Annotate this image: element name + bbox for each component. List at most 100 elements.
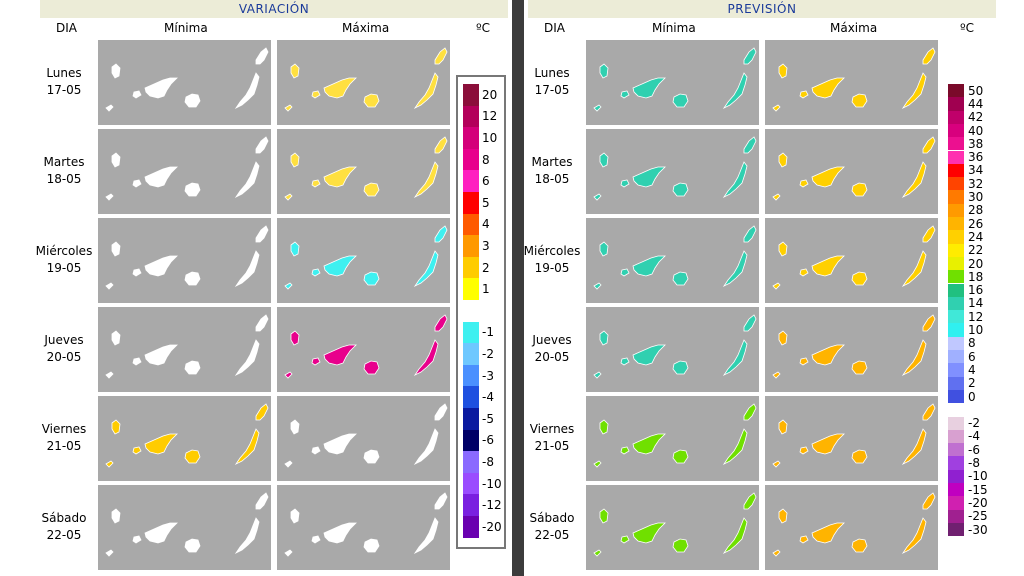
- map-maxima: [765, 129, 938, 214]
- legend-swatch: [948, 217, 964, 231]
- island-gran-canaria: [363, 538, 380, 553]
- island-la-gomera: [311, 179, 321, 188]
- day-name: Viernes: [529, 422, 575, 436]
- island-la-palma: [290, 330, 300, 346]
- day-name: Miércoles: [523, 244, 581, 258]
- map-maxima: [277, 485, 450, 570]
- islands-map: [284, 136, 448, 201]
- island-fuerteventura: [901, 250, 927, 288]
- island-tenerife: [632, 166, 666, 188]
- day-date: 17-05: [534, 83, 570, 97]
- legend-label: 10: [482, 131, 498, 145]
- legend-label: 40: [968, 123, 984, 138]
- day-date: 22-05: [46, 528, 82, 542]
- island-tenerife: [811, 77, 845, 99]
- island-tenerife: [144, 255, 178, 277]
- map-maxima: [277, 40, 450, 125]
- island-lanzarote: [922, 47, 936, 65]
- island-el-hierro: [593, 549, 602, 557]
- legend-swatch: [463, 321, 479, 344]
- legend-swatch: [463, 105, 479, 128]
- header-unit: ºC: [960, 21, 975, 35]
- day-name: Miércoles: [35, 244, 93, 258]
- island-la-gomera: [799, 446, 809, 455]
- island-la-gomera: [799, 179, 809, 188]
- island-lanzarote: [743, 136, 757, 154]
- legend-label: 10: [968, 323, 984, 338]
- legend-swatch: [948, 310, 964, 324]
- island-fuerteventura: [413, 72, 439, 110]
- legend-swatch: [948, 323, 964, 337]
- legend-label: 6: [968, 349, 976, 364]
- legend-swatch: [463, 127, 479, 149]
- islands-map: [105, 492, 269, 557]
- island-lanzarote: [434, 136, 448, 154]
- island-lanzarote: [922, 136, 936, 154]
- islands-map: [105, 403, 269, 468]
- island-el-hierro: [105, 549, 114, 557]
- island-el-hierro: [284, 104, 293, 112]
- islands-map: [284, 314, 448, 379]
- legend-label: 30: [968, 190, 984, 205]
- island-la-gomera: [620, 90, 630, 99]
- island-el-hierro: [105, 193, 114, 201]
- island-lanzarote: [922, 225, 936, 243]
- legend-label: 2: [482, 260, 490, 275]
- day-date: 17-05: [46, 83, 82, 97]
- map-maxima: [277, 218, 450, 303]
- island-la-gomera: [311, 90, 321, 99]
- island-la-gomera: [132, 179, 142, 188]
- day-date: 18-05: [46, 172, 82, 186]
- island-tenerife: [632, 255, 666, 277]
- legend-label: -30: [968, 522, 988, 537]
- map-minima: [586, 396, 759, 481]
- island-la-palma: [111, 508, 121, 524]
- island-lanzarote: [434, 225, 448, 243]
- legend-label: 20: [482, 87, 498, 102]
- legend-swatch: [948, 190, 964, 204]
- legend-label: -25: [968, 509, 988, 524]
- islands-map: [105, 136, 269, 201]
- island-el-hierro: [593, 460, 602, 468]
- header-max: Máxima: [830, 21, 878, 35]
- island-fuerteventura: [722, 428, 748, 466]
- island-tenerife: [323, 433, 357, 455]
- islands-map: [593, 492, 757, 557]
- legend-label: 8: [482, 152, 490, 167]
- legend-label: -1: [482, 325, 494, 340]
- island-gran-canaria: [363, 93, 380, 108]
- island-la-gomera: [799, 268, 809, 277]
- legend-swatch: [948, 163, 964, 178]
- island-lanzarote: [255, 314, 269, 332]
- legend-label: 32: [968, 176, 984, 191]
- day-label: Miércoles 19-05: [32, 243, 96, 277]
- legend-swatch: [463, 343, 479, 365]
- island-la-palma: [778, 330, 788, 346]
- island-tenerife: [811, 166, 845, 188]
- island-tenerife: [632, 522, 666, 544]
- island-gran-canaria: [184, 360, 201, 375]
- legend-swatch: [948, 403, 964, 417]
- legend-label: 26: [968, 216, 984, 231]
- island-gran-canaria: [363, 449, 380, 464]
- island-tenerife: [144, 344, 178, 366]
- legend-swatch: [948, 522, 964, 537]
- header-day: DIA: [56, 21, 77, 35]
- legend-label: -20: [482, 519, 502, 534]
- legend-label: 34: [968, 163, 984, 178]
- legend-label: -10: [482, 476, 502, 491]
- island-lanzarote: [743, 314, 757, 332]
- legend-swatch: [463, 148, 479, 171]
- legend-label: 2: [968, 376, 976, 391]
- island-fuerteventura: [901, 517, 927, 555]
- island-la-palma: [290, 241, 300, 257]
- island-lanzarote: [743, 492, 757, 510]
- legend-swatch: [463, 472, 479, 495]
- island-la-gomera: [311, 446, 321, 455]
- island-la-palma: [599, 330, 609, 346]
- map-maxima: [277, 129, 450, 214]
- island-la-palma: [778, 63, 788, 79]
- island-gran-canaria: [184, 271, 201, 286]
- legend-label: -12: [482, 498, 502, 513]
- island-la-gomera: [799, 90, 809, 99]
